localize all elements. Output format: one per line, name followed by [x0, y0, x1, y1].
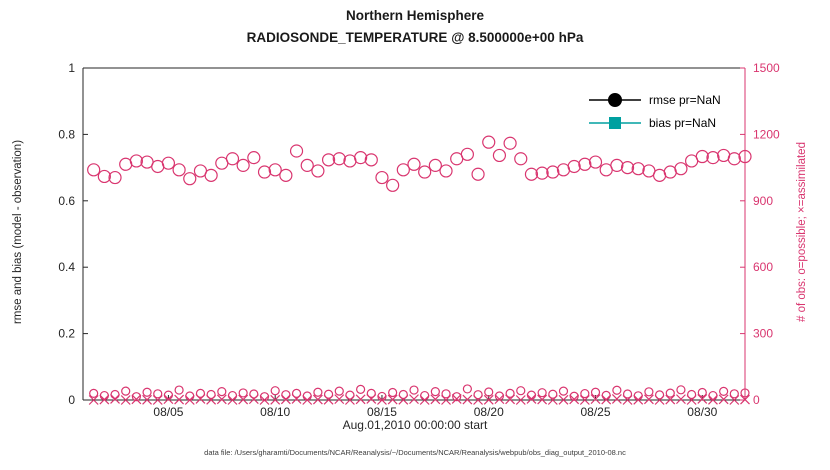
- svg-text:900: 900: [753, 194, 773, 208]
- svg-text:1200: 1200: [753, 127, 780, 141]
- x-axis-label: Aug.01,2010 00:00:00 start: [342, 418, 488, 432]
- svg-text:08/25: 08/25: [581, 405, 611, 419]
- legend-label-bias: bias pr=NaN: [649, 115, 717, 130]
- legend-item-rmse: rmse pr=NaN: [588, 88, 721, 111]
- svg-text:0: 0: [753, 393, 760, 407]
- svg-text:08/15: 08/15: [367, 405, 397, 419]
- svg-text:0.2: 0.2: [58, 327, 75, 341]
- svg-text:1500: 1500: [753, 61, 780, 75]
- bias-marker-icon: [589, 116, 641, 129]
- svg-text:300: 300: [753, 327, 773, 341]
- svg-text:0.6: 0.6: [58, 194, 75, 208]
- chart-title: Northern Hemisphere: [345, 8, 485, 23]
- legend-label-rmse: rmse pr=NaN: [649, 92, 721, 107]
- svg-text:08/20: 08/20: [474, 405, 504, 419]
- data-file-caption: data file: /Users/gharamti/Documents/NCA…: [204, 448, 626, 457]
- svg-text:1: 1: [68, 61, 75, 75]
- svg-text:08/05: 08/05: [153, 405, 183, 419]
- svg-text:08/10: 08/10: [260, 405, 290, 419]
- svg-text:0.4: 0.4: [58, 260, 75, 274]
- legend-item-bias: bias pr=NaN: [588, 111, 721, 134]
- svg-text:08/30: 08/30: [687, 405, 717, 419]
- svg-text:0.8: 0.8: [58, 127, 75, 141]
- svg-text:600: 600: [753, 260, 773, 274]
- chart-subtitle: RADIOSONDE_TEMPERATURE @ 8.500000e+00 hP…: [246, 30, 584, 45]
- legend: rmse pr=NaN bias pr=NaN: [588, 88, 721, 134]
- rmse-marker-icon: [589, 92, 641, 107]
- svg-text:0: 0: [68, 393, 75, 407]
